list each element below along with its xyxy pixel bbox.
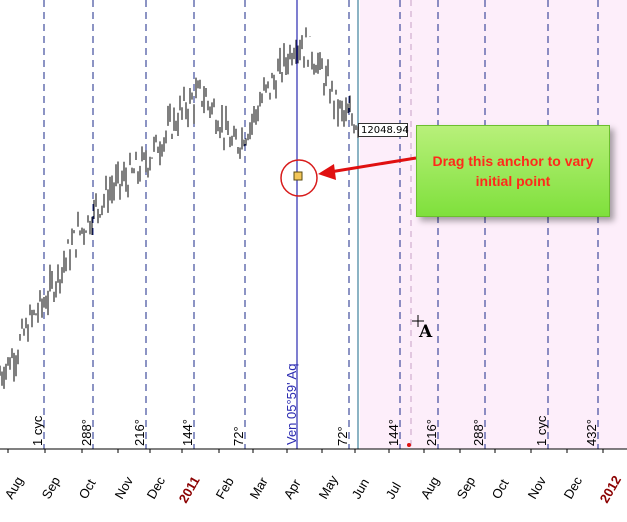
arrow-head <box>318 164 336 180</box>
cycle-label: 288° <box>79 419 94 446</box>
year-label: 2012 <box>597 473 624 506</box>
point-a-label: A <box>419 322 433 342</box>
price-series <box>0 27 359 389</box>
month-label: Aug <box>2 474 27 502</box>
crosshair-cursor <box>412 315 424 327</box>
last-price-label: 12048.94 <box>358 123 409 137</box>
callout-text: Drag this anchor to vary initial point <box>432 153 594 189</box>
month-label: Oct <box>489 476 512 501</box>
month-label: Sep <box>39 474 64 502</box>
cycle-label: 144° <box>386 419 401 446</box>
cycle-label: 216° <box>132 419 147 446</box>
cycle-lines <box>43 0 599 449</box>
month-label: Jun <box>349 476 372 502</box>
pointer-arrow <box>318 156 417 180</box>
cycle-labels: 1 cyc 288° 216° 144° 72° 72° 144° 216° 288° 1 cyc… <box>30 415 599 446</box>
cycle-label: 216° <box>424 419 439 446</box>
month-label: Aug <box>418 474 443 502</box>
arrow-shaft <box>329 156 417 174</box>
cycle-label: 432° <box>584 419 599 446</box>
current-date-marker <box>407 443 411 447</box>
cycle-label: 72° <box>335 426 350 446</box>
month-label: May <box>316 472 342 501</box>
cycle-label: 72° <box>231 426 246 446</box>
month-labels: Aug Sep Oct Nov Dec 2011 Feb Mar Apr May Jun Jul Aug… <box>2 449 624 506</box>
instruction-callout: Drag this anchor to vary initial point <box>416 125 610 217</box>
venus-line-label: Ven 05°59' Aq <box>284 364 299 445</box>
month-label: Nov <box>112 474 137 502</box>
month-label: Dec <box>561 474 586 502</box>
year-label: 2011 <box>176 474 203 506</box>
cycle-label: 288° <box>471 419 486 446</box>
anchor-highlight-circle <box>280 159 318 197</box>
cycle-label: 1 cyc <box>534 415 549 446</box>
month-label: Sep <box>454 474 479 502</box>
future-region-shade <box>360 0 627 449</box>
cycle-label: 144° <box>180 419 195 446</box>
month-label: Oct <box>76 476 99 501</box>
month-label: Mar <box>247 474 272 501</box>
month-label: Jul <box>383 480 404 502</box>
month-label: Feb <box>213 475 237 502</box>
cycle-label: 1 cyc <box>30 415 45 446</box>
month-label: Dec <box>144 474 169 502</box>
month-label: Nov <box>525 474 550 502</box>
anchor-handle[interactable] <box>293 171 303 181</box>
month-label: Apr <box>281 476 304 502</box>
